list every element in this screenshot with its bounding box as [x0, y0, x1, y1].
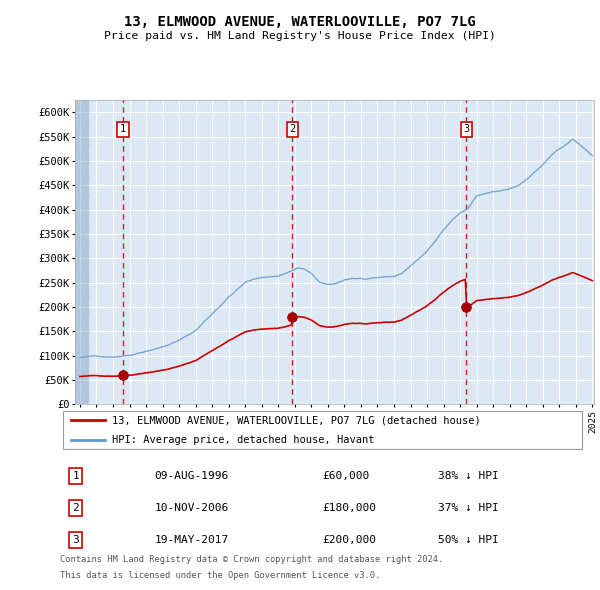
Text: £180,000: £180,000: [323, 503, 377, 513]
Text: Contains HM Land Registry data © Crown copyright and database right 2024.: Contains HM Land Registry data © Crown c…: [60, 555, 443, 563]
Text: £60,000: £60,000: [323, 471, 370, 481]
Text: 2: 2: [289, 124, 295, 134]
Text: 1: 1: [120, 124, 126, 134]
Text: 19-MAY-2017: 19-MAY-2017: [155, 535, 229, 545]
Text: 38% ↓ HPI: 38% ↓ HPI: [438, 471, 499, 481]
Text: 13, ELMWOOD AVENUE, WATERLOOVILLE, PO7 7LG (detached house): 13, ELMWOOD AVENUE, WATERLOOVILLE, PO7 7…: [113, 415, 481, 425]
Text: Price paid vs. HM Land Registry's House Price Index (HPI): Price paid vs. HM Land Registry's House …: [104, 31, 496, 41]
Text: 3: 3: [463, 124, 470, 134]
Text: This data is licensed under the Open Government Licence v3.0.: This data is licensed under the Open Gov…: [60, 571, 380, 580]
Text: 09-AUG-1996: 09-AUG-1996: [155, 471, 229, 481]
Text: 2: 2: [73, 503, 79, 513]
Text: 10-NOV-2006: 10-NOV-2006: [155, 503, 229, 513]
FancyBboxPatch shape: [62, 411, 583, 449]
Text: £200,000: £200,000: [323, 535, 377, 545]
Text: 13, ELMWOOD AVENUE, WATERLOOVILLE, PO7 7LG: 13, ELMWOOD AVENUE, WATERLOOVILLE, PO7 7…: [124, 15, 476, 29]
Text: 37% ↓ HPI: 37% ↓ HPI: [438, 503, 499, 513]
Bar: [75, 100, 89, 404]
Text: HPI: Average price, detached house, Havant: HPI: Average price, detached house, Hava…: [113, 435, 375, 445]
Text: 1: 1: [73, 471, 79, 481]
Text: 3: 3: [73, 535, 79, 545]
Text: 50% ↓ HPI: 50% ↓ HPI: [438, 535, 499, 545]
